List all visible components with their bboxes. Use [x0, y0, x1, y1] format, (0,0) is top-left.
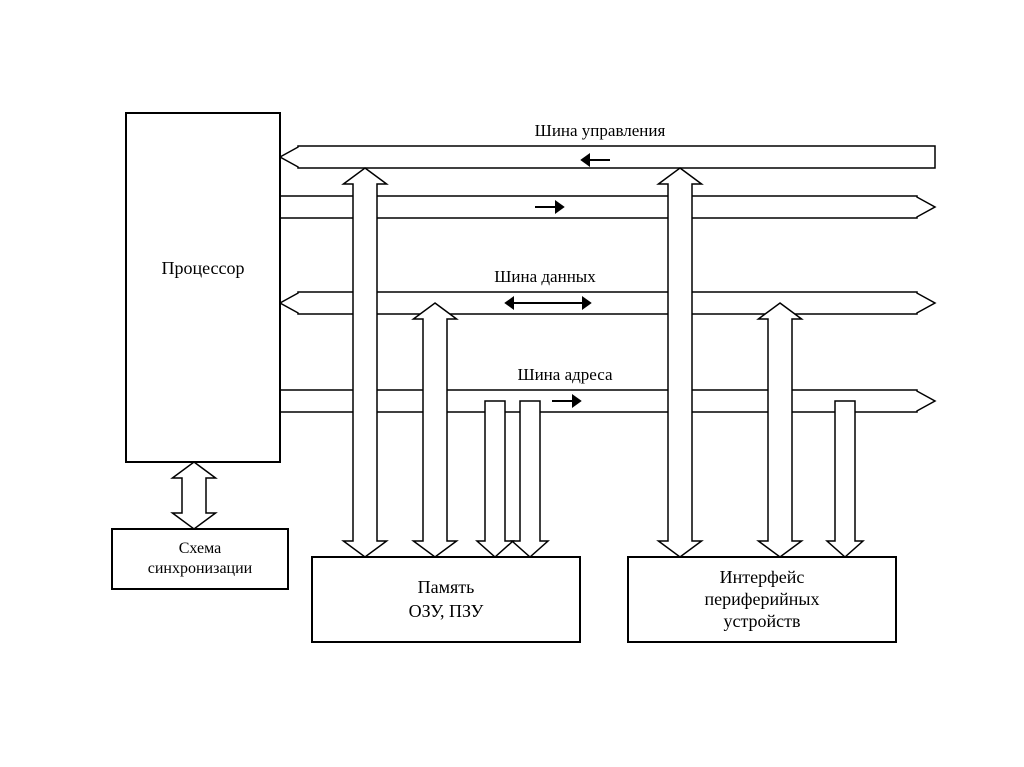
block-memory-label1: Память [418, 577, 475, 597]
vconn-mem_ctrl [343, 168, 386, 557]
bus-address-label: Шина адреса [517, 365, 613, 384]
block-peripheral-label2: периферийных [705, 589, 820, 609]
block-processor [126, 113, 280, 462]
bus-control-1 [280, 146, 935, 168]
block-sync [112, 529, 288, 589]
block-sync-label1: Схема [179, 540, 222, 557]
bus-data-label: Шина данных [494, 267, 596, 286]
vconn-mem_data [413, 303, 456, 557]
block-peripheral-label1: Интерфейс [720, 567, 805, 587]
vconn-per_ctrl [658, 168, 701, 557]
vconn-sync_to_proc [172, 462, 215, 529]
bus-data [280, 292, 935, 314]
block-sync-label2: синхронизации [148, 560, 253, 577]
block-peripheral-label3: устройств [723, 611, 800, 631]
vconn-per_data [758, 303, 801, 557]
vconn-per_addr [827, 401, 863, 557]
bus-control-2 [280, 196, 935, 218]
block-processor-label: Процессор [161, 258, 244, 278]
bus-control-label: Шина управления [535, 121, 666, 140]
vconn-mem_addr_a [477, 401, 513, 557]
block-memory [312, 557, 580, 642]
block-memory-label2: ОЗУ, ПЗУ [409, 601, 484, 621]
vconn-mem_addr_b [512, 401, 548, 557]
